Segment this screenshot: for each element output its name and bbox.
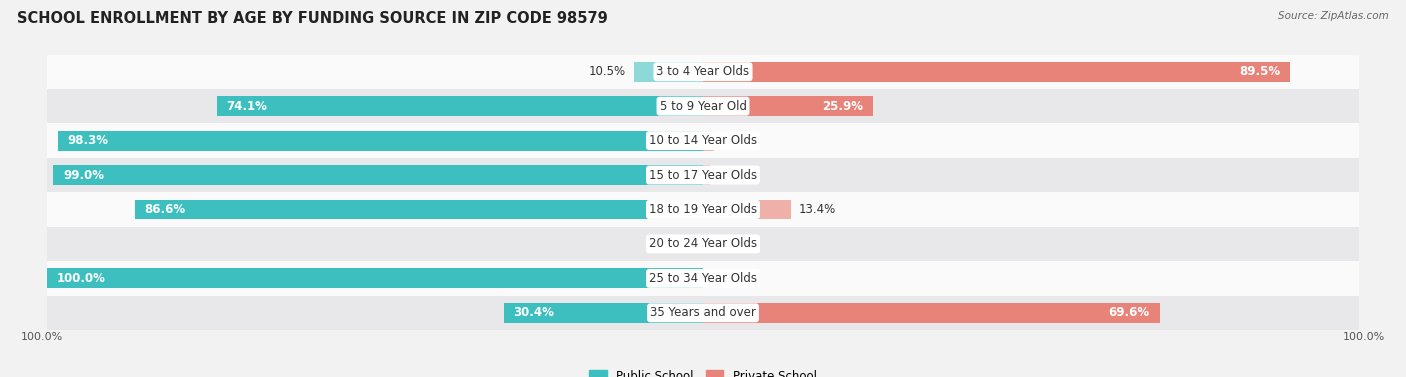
Bar [703, 165, 710, 185]
Text: 0.0%: 0.0% [665, 238, 695, 250]
Bar [703, 130, 714, 150]
Bar [46, 89, 1360, 123]
Bar [46, 192, 1360, 227]
Text: 0.0%: 0.0% [711, 272, 741, 285]
Text: 74.1%: 74.1% [226, 100, 267, 113]
Text: 10 to 14 Year Olds: 10 to 14 Year Olds [650, 134, 756, 147]
Bar [46, 227, 1360, 261]
Bar [703, 96, 873, 116]
Text: 100.0%: 100.0% [56, 272, 105, 285]
Text: 99.0%: 99.0% [63, 169, 104, 182]
Legend: Public School, Private School: Public School, Private School [585, 365, 821, 377]
Bar [503, 303, 703, 323]
Text: 13.4%: 13.4% [799, 203, 837, 216]
Bar [135, 199, 703, 219]
Text: 69.6%: 69.6% [1109, 307, 1150, 319]
Text: 1.0%: 1.0% [717, 169, 747, 182]
Bar [703, 199, 792, 219]
Bar [703, 62, 1291, 82]
Text: SCHOOL ENROLLMENT BY AGE BY FUNDING SOURCE IN ZIP CODE 98579: SCHOOL ENROLLMENT BY AGE BY FUNDING SOUR… [17, 11, 607, 26]
Text: 100.0%: 100.0% [1343, 332, 1385, 342]
Text: 5 to 9 Year Old: 5 to 9 Year Old [659, 100, 747, 113]
Bar [46, 55, 1360, 89]
Bar [46, 123, 1360, 158]
Bar [634, 62, 703, 82]
Text: 25.9%: 25.9% [823, 100, 863, 113]
Bar [46, 296, 1360, 330]
Text: 98.3%: 98.3% [67, 134, 108, 147]
Text: 20 to 24 Year Olds: 20 to 24 Year Olds [650, 238, 756, 250]
Bar [53, 165, 703, 185]
Text: 25 to 34 Year Olds: 25 to 34 Year Olds [650, 272, 756, 285]
Bar [703, 303, 1160, 323]
Text: 3 to 4 Year Olds: 3 to 4 Year Olds [657, 65, 749, 78]
Text: 1.7%: 1.7% [723, 134, 752, 147]
Text: 10.5%: 10.5% [589, 65, 626, 78]
Bar [46, 158, 1360, 192]
Bar [58, 130, 703, 150]
Text: 15 to 17 Year Olds: 15 to 17 Year Olds [650, 169, 756, 182]
Text: 35 Years and over: 35 Years and over [650, 307, 756, 319]
Text: 89.5%: 89.5% [1239, 65, 1281, 78]
Text: 100.0%: 100.0% [21, 332, 63, 342]
Text: 0.0%: 0.0% [711, 238, 741, 250]
Text: Source: ZipAtlas.com: Source: ZipAtlas.com [1278, 11, 1389, 21]
Text: 18 to 19 Year Olds: 18 to 19 Year Olds [650, 203, 756, 216]
Bar [217, 96, 703, 116]
Bar [46, 261, 1360, 296]
Text: 30.4%: 30.4% [513, 307, 554, 319]
Text: 86.6%: 86.6% [145, 203, 186, 216]
Bar [46, 268, 703, 288]
